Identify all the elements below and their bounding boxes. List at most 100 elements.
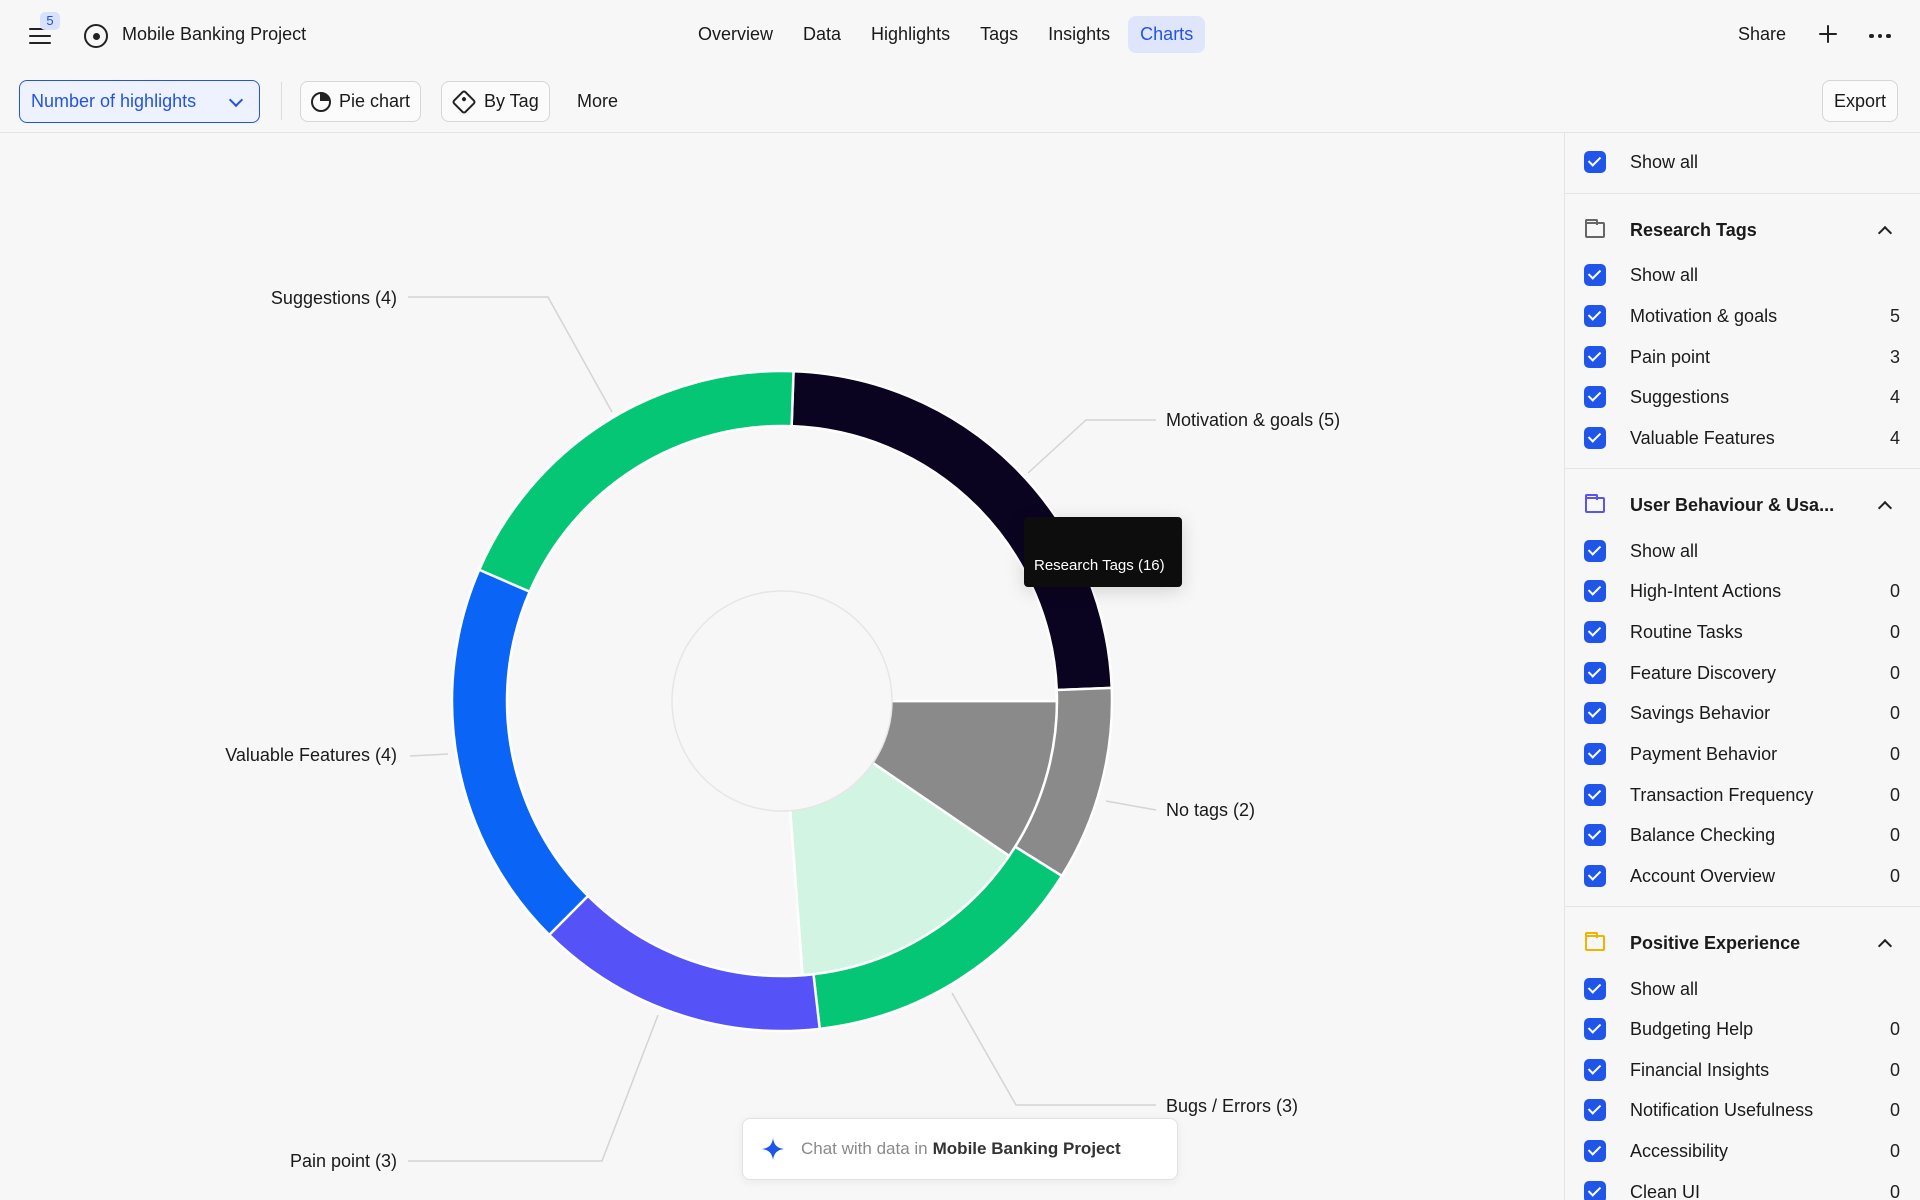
tag-item-suggestions[interactable]: Suggestions 4 bbox=[1584, 383, 1900, 411]
tag-item-financial-insights[interactable]: Financial Insights 0 bbox=[1584, 1056, 1900, 1084]
label-bugs-errors: Bugs / Errors (3) bbox=[1166, 1096, 1298, 1116]
metric-dropdown[interactable]: Number of highlights bbox=[19, 80, 260, 123]
tag-item-budgeting-help[interactable]: Budgeting Help 0 bbox=[1584, 1015, 1900, 1043]
label-pain-point: Pain point (3) bbox=[290, 1151, 397, 1171]
group-title: User Behaviour & Usa... bbox=[1630, 494, 1835, 515]
tag-item-account-overview[interactable]: Account Overview 0 bbox=[1584, 862, 1900, 890]
more-button[interactable]: More bbox=[577, 91, 619, 111]
checkbox[interactable] bbox=[1584, 702, 1606, 724]
tab-tags[interactable]: Tags bbox=[980, 24, 1019, 44]
chat-with-data-input[interactable]: Chat with data in Mobile Banking Project bbox=[742, 1118, 1178, 1180]
checkbox[interactable] bbox=[1584, 978, 1606, 1000]
positive-experience-show-all[interactable]: Show all bbox=[1584, 975, 1900, 1003]
tag-item-accessibility[interactable]: Accessibility 0 bbox=[1584, 1137, 1900, 1165]
item-label: Payment Behavior bbox=[1630, 743, 1778, 764]
item-count: 0 bbox=[1889, 1059, 1900, 1080]
tab-highlights[interactable]: Highlights bbox=[871, 24, 951, 44]
item-label: Budgeting Help bbox=[1630, 1018, 1754, 1039]
show-all-tags[interactable]: Show all bbox=[1584, 148, 1900, 176]
item-label: Suggestions bbox=[1630, 386, 1730, 407]
checkbox[interactable] bbox=[1584, 427, 1606, 449]
show-all-label: Show all bbox=[1630, 151, 1699, 172]
project-title: Mobile Banking Project bbox=[122, 24, 307, 44]
checkbox[interactable] bbox=[1584, 305, 1606, 327]
tag-item-payment-behavior[interactable]: Payment Behavior 0 bbox=[1584, 740, 1900, 768]
share-button[interactable]: Share bbox=[1738, 24, 1787, 44]
checkbox[interactable] bbox=[1584, 621, 1606, 643]
chevron-up-icon[interactable] bbox=[1877, 225, 1893, 241]
checkbox[interactable] bbox=[1584, 386, 1606, 408]
item-label: Show all bbox=[1630, 264, 1699, 285]
chat-project: Mobile Banking Project bbox=[932, 1139, 1121, 1158]
tag-item-valuable-features[interactable]: Valuable Features 4 bbox=[1584, 424, 1900, 452]
tag-item-notification-usefulness[interactable]: Notification Usefulness 0 bbox=[1584, 1096, 1900, 1124]
item-count: 0 bbox=[1889, 580, 1900, 601]
tag-item-clean-ui[interactable]: Clean UI 0 bbox=[1584, 1178, 1900, 1200]
group-user-behaviour[interactable]: User Behaviour & Usa... bbox=[1584, 491, 1900, 519]
tag-item-motivation-goals[interactable]: Motivation & goals 5 bbox=[1584, 302, 1900, 330]
item-count: 0 bbox=[1889, 824, 1900, 845]
item-count: 0 bbox=[1889, 784, 1900, 805]
chart-type-button[interactable]: Pie chart bbox=[300, 81, 422, 122]
checkbox[interactable] bbox=[1584, 784, 1606, 806]
user-behaviour-show-all[interactable]: Show all bbox=[1584, 537, 1900, 565]
item-count: 0 bbox=[1889, 621, 1900, 642]
item-count: 3 bbox=[1889, 346, 1900, 367]
chevron-up-icon[interactable] bbox=[1877, 500, 1893, 516]
tag-item-high-intent-actions[interactable]: High-Intent Actions 0 bbox=[1584, 577, 1900, 605]
folder-icon bbox=[1585, 494, 1605, 513]
checkbox[interactable] bbox=[1584, 346, 1606, 368]
donut-chart: Suggestions (4) Motivation & goals (5) V… bbox=[225, 288, 1340, 1171]
tag-item-feature-discovery[interactable]: Feature Discovery 0 bbox=[1584, 659, 1900, 687]
checkbox[interactable] bbox=[1584, 662, 1606, 684]
more-options-icon[interactable] bbox=[1866, 22, 1894, 50]
chart-type-label: Pie chart bbox=[339, 91, 411, 111]
checkbox[interactable] bbox=[1584, 1140, 1606, 1162]
notification-badge: 5 bbox=[40, 12, 60, 30]
plus-icon[interactable] bbox=[1814, 20, 1842, 48]
checkbox[interactable] bbox=[1584, 151, 1606, 173]
item-label: Show all bbox=[1630, 540, 1699, 561]
checkbox[interactable] bbox=[1584, 824, 1606, 846]
chevron-up-icon[interactable] bbox=[1877, 938, 1893, 954]
label-valuable-features: Valuable Features (4) bbox=[225, 745, 397, 765]
item-count: 0 bbox=[1889, 743, 1900, 764]
tab-overview[interactable]: Overview bbox=[698, 24, 774, 44]
leader-line-5 bbox=[951, 992, 1156, 1106]
folder-icon bbox=[1585, 932, 1605, 951]
leader-line-3 bbox=[409, 753, 449, 757]
checkbox[interactable] bbox=[1584, 865, 1606, 887]
checkbox[interactable] bbox=[1584, 1099, 1606, 1121]
leader-lines bbox=[408, 296, 1157, 1162]
group-by-button[interactable]: By Tag bbox=[441, 81, 550, 122]
checkbox[interactable] bbox=[1584, 1181, 1606, 1200]
checkbox[interactable] bbox=[1584, 540, 1606, 562]
chat-prefix: Chat with data in bbox=[801, 1139, 928, 1158]
tab-charts[interactable]: Charts bbox=[1128, 16, 1206, 53]
item-label: Account Overview bbox=[1630, 865, 1776, 886]
research-tags-show-all[interactable]: Show all bbox=[1584, 261, 1900, 289]
export-button[interactable]: Export bbox=[1822, 80, 1899, 122]
label-suggestions: Suggestions (4) bbox=[271, 288, 397, 308]
tag-item-transaction-frequency[interactable]: Transaction Frequency 0 bbox=[1584, 781, 1900, 809]
group-positive-experience[interactable]: Positive Experience bbox=[1584, 929, 1900, 957]
checkbox[interactable] bbox=[1584, 580, 1606, 602]
checkbox[interactable] bbox=[1584, 1059, 1606, 1081]
outer-slice-suggestions-4[interactable] bbox=[477, 369, 795, 594]
tag-item-pain-point[interactable]: Pain point 3 bbox=[1584, 343, 1900, 371]
group-research-tags[interactable]: Research Tags bbox=[1584, 216, 1900, 244]
tab-data[interactable]: Data bbox=[803, 24, 842, 44]
tab-insights[interactable]: Insights bbox=[1048, 24, 1111, 44]
tag-item-balance-checking[interactable]: Balance Checking 0 bbox=[1584, 821, 1900, 849]
tag-icon bbox=[451, 88, 477, 115]
tag-item-savings-behavior[interactable]: Savings Behavior 0 bbox=[1584, 699, 1900, 727]
checkbox[interactable] bbox=[1584, 264, 1606, 286]
item-count: 0 bbox=[1889, 1140, 1900, 1161]
leader-line-4 bbox=[1105, 800, 1157, 811]
checkbox[interactable] bbox=[1584, 743, 1606, 765]
checkbox[interactable] bbox=[1584, 1018, 1606, 1040]
leader-line-1 bbox=[408, 296, 613, 413]
item-count: 0 bbox=[1889, 662, 1900, 683]
menu-button[interactable] bbox=[24, 20, 56, 52]
tag-item-routine-tasks[interactable]: Routine Tasks 0 bbox=[1584, 618, 1900, 646]
